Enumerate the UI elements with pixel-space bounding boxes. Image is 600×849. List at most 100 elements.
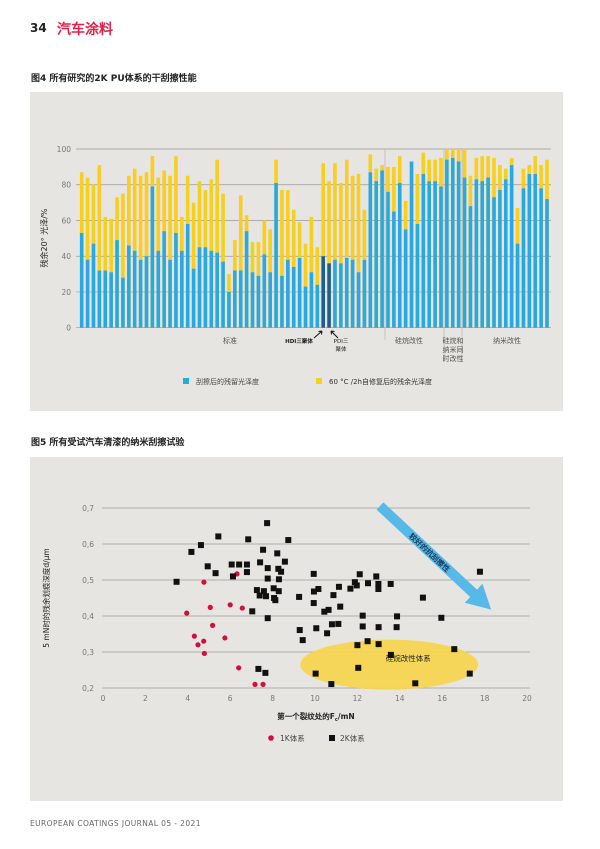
bar-blue	[221, 261, 225, 328]
x-tick-label: 20	[522, 694, 532, 703]
y-tick-label: 0,4	[82, 612, 94, 621]
y-tick-label: 0,7	[82, 504, 94, 513]
point-2k	[188, 548, 195, 555]
group-label-silane-nano: 硅烷和	[443, 336, 464, 345]
bar-blue	[268, 272, 272, 328]
bar-blue	[262, 254, 267, 328]
bar-blue	[321, 256, 325, 328]
point-2k	[197, 542, 204, 549]
bar-yellow	[356, 174, 361, 328]
y-axis-label: 残余20° 光泽/%	[39, 208, 49, 267]
bar-blue	[474, 179, 479, 328]
point-2k	[204, 563, 211, 570]
bar-blue	[291, 266, 296, 328]
point-1k	[239, 605, 245, 611]
bar-yellow	[215, 159, 219, 328]
point-1k	[201, 650, 207, 657]
bar-blue	[492, 197, 496, 328]
label-hdi: HDI三聚体	[285, 337, 313, 345]
bar-blue	[91, 243, 96, 328]
bar-yellow	[138, 175, 143, 328]
bar-blue	[79, 232, 84, 328]
bar-blue	[162, 231, 166, 328]
point-2k	[243, 569, 250, 576]
point-2k	[347, 585, 354, 592]
y-tick-label: 40	[61, 252, 71, 261]
bar-yellow	[168, 175, 172, 328]
bar-blue	[156, 250, 161, 328]
bar-blue	[456, 161, 461, 328]
better-resistance-arrow: 较好的抗刮擦性	[376, 502, 492, 610]
arrow-pdi-icon	[330, 330, 339, 339]
bar-blue	[521, 188, 526, 328]
bar-yellow	[121, 193, 125, 328]
point-2k	[255, 665, 262, 672]
legend-1k-label: 1K体系	[280, 733, 305, 743]
point-2k	[375, 586, 382, 592]
point-2k	[296, 593, 303, 600]
bar-blue	[368, 172, 373, 328]
section-title: 汽车涂料	[57, 22, 113, 38]
bar-blue	[138, 259, 143, 328]
y-tick-label: 0	[66, 324, 71, 333]
arrow-hdi-icon	[313, 330, 323, 339]
bar-blue	[215, 252, 219, 328]
point-2k	[275, 588, 282, 595]
point-2k	[393, 624, 400, 631]
bar-blue	[180, 250, 184, 328]
point-2k	[264, 575, 271, 582]
point-2k	[173, 578, 180, 585]
bar-blue	[374, 181, 378, 328]
point-2k	[466, 670, 473, 677]
legend-2k-label: 2K体系	[340, 733, 365, 743]
bar-yellow	[339, 182, 343, 328]
bar-blue	[503, 179, 508, 328]
y-tick-label: 0,2	[82, 684, 94, 693]
point-2k	[375, 624, 382, 631]
point-2k	[243, 561, 250, 568]
bar-blue	[132, 250, 137, 328]
point-2k	[260, 588, 267, 595]
y-tick-label: 20	[61, 288, 71, 297]
bar-blue	[97, 270, 102, 328]
bar-blue	[115, 240, 119, 328]
point-2k	[264, 615, 271, 622]
y-tick-label: 0,6	[82, 540, 94, 549]
bar-blue	[85, 259, 90, 328]
group-label-nano: 纳米改性	[493, 336, 521, 345]
point-2k	[324, 630, 331, 637]
point-2k	[256, 592, 263, 599]
point-2k	[275, 576, 282, 583]
point-2k	[325, 606, 332, 613]
point-2k	[272, 597, 279, 604]
bar-blue	[209, 250, 214, 328]
x-tick-label: 2	[143, 694, 148, 703]
bar-yellow	[97, 165, 102, 328]
point-2k	[438, 614, 445, 621]
bar-blue	[144, 256, 149, 328]
label-pdi: PDI三	[334, 338, 349, 345]
bar-yellow	[221, 193, 225, 328]
point-2k	[353, 582, 360, 589]
point-2k	[260, 546, 267, 553]
point-2k	[328, 681, 335, 688]
bar-blue	[238, 270, 243, 328]
bar-blue	[415, 224, 420, 328]
point-2k	[236, 561, 243, 568]
x-axis-label: 第一个裂纹处的Fc/mN	[277, 711, 354, 723]
point-2k	[451, 646, 458, 653]
point-2k	[335, 583, 342, 590]
point-2k	[359, 623, 366, 630]
bar-blue	[403, 229, 408, 328]
legend-yellow-label: 60 °C /2h自修复后的残余光泽度	[329, 377, 432, 386]
bar-blue	[174, 232, 178, 328]
bar-blue	[256, 275, 261, 328]
legend-yellow-swatch	[316, 378, 322, 384]
bar-yellow	[191, 202, 196, 328]
group-label-silane-nano: 时改性	[443, 354, 464, 363]
silane-ellipse	[300, 639, 479, 690]
figure-5-title: 图5 所有受试汽车清漆的纳米刮擦试验	[31, 438, 185, 448]
bar-yellow	[321, 163, 325, 328]
legend-blue-label: 刮擦后的残留光泽度	[196, 377, 259, 386]
bar-blue	[515, 243, 520, 328]
